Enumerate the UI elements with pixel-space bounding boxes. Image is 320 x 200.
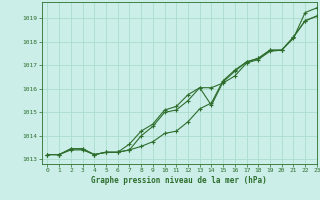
X-axis label: Graphe pression niveau de la mer (hPa): Graphe pression niveau de la mer (hPa) bbox=[91, 176, 267, 185]
